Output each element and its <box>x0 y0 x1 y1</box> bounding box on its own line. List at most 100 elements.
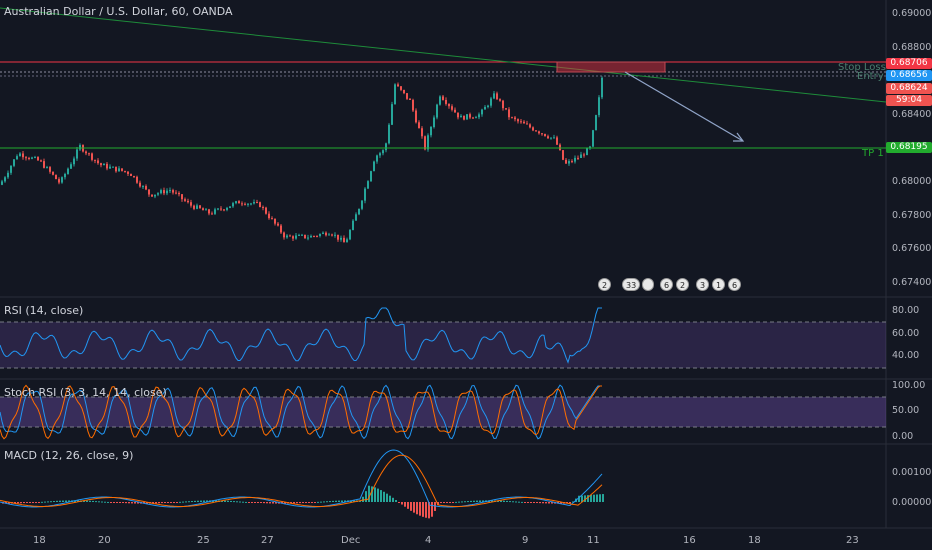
time-tick: 23 <box>846 535 859 546</box>
tp-label[interactable]: TP 1 <box>862 148 884 159</box>
macd-histogram-bar <box>428 502 430 519</box>
macd-histogram-bar <box>473 500 475 502</box>
forecast-arrowhead <box>733 132 745 142</box>
event-marker[interactable]: 6 <box>728 278 742 291</box>
macd-histogram-bar <box>188 501 190 503</box>
candle-body <box>46 167 48 169</box>
event-marker[interactable]: 6 <box>660 278 674 291</box>
candle-body <box>100 163 102 166</box>
macd-histogram-bar <box>263 502 265 504</box>
candle-body <box>547 136 549 139</box>
macd-histogram-bar <box>23 502 25 504</box>
candle-body <box>193 205 195 209</box>
macd-histogram-bar <box>125 502 127 504</box>
candle-body <box>25 157 27 159</box>
macd-histogram-bar <box>233 501 235 503</box>
candle-body <box>304 234 306 239</box>
time-tick: 18 <box>748 535 761 546</box>
candle-body <box>226 207 228 210</box>
stop-loss-label[interactable]: Stop Loss <box>838 62 886 73</box>
candle-body <box>370 171 372 182</box>
candle-body <box>109 166 111 169</box>
candle-body <box>586 148 588 156</box>
macd-tick: 0.00100 <box>892 467 932 478</box>
macd-histogram-bar <box>383 491 385 502</box>
stop-loss-price-tag: 0.68706 <box>886 58 932 69</box>
event-marker[interactable]: 3 <box>696 278 710 291</box>
event-marker[interactable]: 2 <box>598 278 612 291</box>
candle-body <box>16 156 18 160</box>
macd-histogram-bar <box>539 502 541 504</box>
entry-price-tag: 0.68656 <box>886 70 932 81</box>
macd-tick: 0.00000 <box>892 497 932 508</box>
candle-body <box>76 149 78 159</box>
candle-body <box>439 96 441 105</box>
candle-body <box>343 237 345 243</box>
candle-body <box>142 186 144 188</box>
event-marker[interactable] <box>642 278 654 291</box>
candle-body <box>172 190 174 193</box>
candle-body <box>568 161 570 164</box>
candle-body <box>520 121 522 123</box>
time-tick: 4 <box>425 535 432 546</box>
candle-body <box>394 84 396 105</box>
macd-histogram-bar <box>392 497 394 502</box>
candle-body <box>349 229 351 240</box>
candle-body <box>571 161 573 163</box>
candle-body <box>307 237 309 239</box>
macd-histogram-bar <box>92 500 94 502</box>
candle-body <box>322 232 324 234</box>
candle-body <box>61 177 63 183</box>
macd-histogram-bar <box>155 502 157 504</box>
rsi-band <box>0 322 886 368</box>
macd-histogram-bar <box>455 501 457 503</box>
time-tick: 16 <box>683 535 696 546</box>
candle-body <box>454 109 456 113</box>
last-price-tag: 0.68624 <box>886 83 932 94</box>
macd-histogram-bar <box>548 502 550 504</box>
candle-body <box>484 106 486 110</box>
macd-histogram-bar <box>503 500 505 502</box>
macd-histogram-bar <box>59 500 61 502</box>
macd-histogram-bar <box>305 502 307 503</box>
macd-histogram-bar <box>506 500 508 502</box>
macd-histogram-bar <box>518 501 520 503</box>
macd-histogram-bar <box>185 501 187 503</box>
candle-body <box>169 190 171 192</box>
macd-histogram-bar <box>344 500 346 502</box>
macd-histogram-bar <box>215 500 217 502</box>
macd-histogram-bar <box>137 502 139 504</box>
candle-body <box>259 202 261 208</box>
macd-histogram-bar <box>446 502 448 503</box>
event-marker[interactable]: 2 <box>676 278 690 291</box>
candle-body <box>196 205 198 209</box>
candle-body <box>427 135 429 150</box>
macd-histogram-bar <box>197 500 199 502</box>
candle-body <box>13 159 15 166</box>
macd-histogram-bar <box>338 500 340 502</box>
macd-histogram-bar <box>200 500 202 502</box>
candle-body <box>433 117 435 127</box>
macd-histogram-bar <box>95 501 97 503</box>
candle-body <box>376 155 378 162</box>
candle-body <box>247 203 249 205</box>
macd-histogram-bar <box>410 502 412 511</box>
candle-body <box>103 163 105 166</box>
macd-histogram-bar <box>452 502 454 503</box>
time-tick: 18 <box>33 535 46 546</box>
macd-histogram-bar <box>386 493 388 502</box>
candle-body <box>493 93 495 99</box>
macd-histogram-bar <box>35 502 37 503</box>
macd-histogram-bar <box>170 502 172 503</box>
candle-body <box>49 167 51 172</box>
event-marker[interactable]: 1 <box>712 278 726 291</box>
candle-body <box>262 207 264 209</box>
entry-label[interactable]: Entry <box>857 71 884 82</box>
tp-price-tag: 0.68195 <box>886 142 932 153</box>
candle-body <box>187 200 189 203</box>
stop-loss-zone <box>556 61 666 73</box>
candle-body <box>442 96 444 100</box>
event-marker[interactable]: 33 <box>622 278 641 291</box>
macd-histogram-bar <box>359 500 361 502</box>
